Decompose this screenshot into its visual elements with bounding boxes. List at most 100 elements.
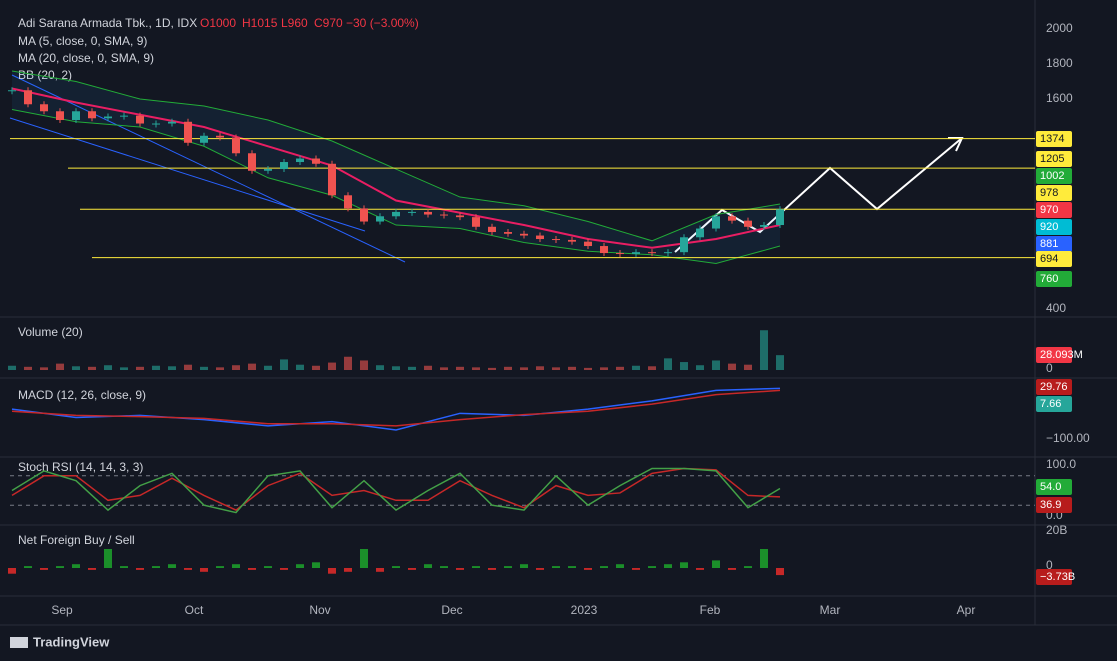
foreign-bar [536,568,544,570]
x-tick-label: Oct [185,603,204,617]
price-tag-bg [1036,131,1072,147]
foreign-bar [728,568,736,570]
stoch-tag-bg [1036,497,1072,513]
pane-title: Net Foreign Buy / Sell [18,533,135,547]
candle [536,235,544,240]
price-tag-bg [1036,168,1072,184]
candle [328,163,336,196]
projection-arrowhead [948,137,964,152]
volume-bar [216,367,224,370]
volume-tag-bg [1036,347,1072,363]
bb-fill [12,71,780,264]
foreign-bar [248,568,256,570]
foreign-bar [744,566,752,568]
candle [712,216,720,229]
candle [296,158,304,163]
price-tag: 1205 [1040,153,1064,165]
volume-bar [472,367,480,370]
volume-bar [168,366,176,370]
candle [120,115,128,117]
volume-bar [200,366,208,370]
x-tick-label: Apr [957,603,976,617]
foreign-bar [328,568,336,574]
foreign-bar [632,568,640,570]
volume-bar [744,364,752,370]
price-tag: 881 [1040,238,1058,250]
y-tick-label: 1600 [1046,91,1073,105]
candle [344,195,352,209]
y-tick-label: 100.0 [1046,457,1076,471]
price-tag: 694 [1040,253,1058,265]
price-change: −30 (−3.00%) [346,16,419,30]
volume-tag: 28.093M [1040,349,1083,361]
foreign-bar [136,568,144,570]
x-tick-label: 2023 [571,603,598,617]
foreign-bar [8,568,16,574]
volume-bar [520,367,528,370]
volume-bar [776,355,784,370]
y-tick-label: 0 [1046,558,1053,572]
foreign-bar [440,566,448,568]
macd-line [11,387,781,431]
candle [472,217,480,227]
y-tick-label: 0 [1046,361,1053,375]
foreign-bar [232,564,240,568]
stoch-tag: 54.0 [1040,481,1061,493]
candle [56,111,64,121]
price-tag-bg [1036,219,1072,235]
candle [88,111,96,119]
foreign-bar [312,562,320,568]
volume-bar [392,366,400,370]
foreign-bar [56,566,64,568]
macd-tag-bg [1036,396,1072,412]
candle [616,253,624,255]
foreign-bar [616,564,624,568]
price-tag-bg [1036,251,1072,267]
volume-bar [8,365,16,370]
volume-bar [680,362,688,370]
y-tick-label: 400 [1046,301,1066,315]
pane-title: Stoch RSI (14, 14, 3, 3) [18,460,143,474]
ohlc-open: O1000 [200,16,236,30]
price-tag-bg [1036,185,1072,201]
y-tick-label: 1800 [1046,56,1073,70]
candle [456,215,464,218]
volume-bar [72,366,80,370]
foreign-bar [408,568,416,570]
volume-bar [120,367,128,370]
candle [568,239,576,242]
candle [216,135,224,138]
foreign-bar [104,549,112,568]
candle [408,211,416,213]
y-tick-label: 20B [1046,523,1067,537]
foreign-bar [584,568,592,570]
foreign-bar [488,568,496,570]
foreign-bar [472,566,480,568]
volume-bar [712,360,720,370]
pane-title: MACD (12, 26, close, 9) [18,388,146,402]
foreign-bar [504,566,512,568]
pane-borders [0,0,1117,626]
price-tag-bg [1036,151,1072,167]
candle [360,208,368,222]
candle [72,111,80,121]
volume-bar [104,365,112,370]
volume-bar [648,366,656,370]
stoch-tag: 36.9 [1040,499,1061,511]
stoch-d [11,467,781,511]
bb-upper [11,70,781,242]
price-tag-bg [1036,236,1072,252]
foreign-bar [72,564,80,568]
candle [104,116,112,119]
price-tag: 920 [1040,221,1058,233]
foreign-bar [392,566,400,568]
foreign-bar [344,568,352,572]
foreign-bar [24,566,32,568]
candle [600,246,608,254]
candle [728,216,736,221]
volume-bar [600,367,608,370]
candle [440,214,448,216]
ohlc-low: L960 [281,16,308,30]
